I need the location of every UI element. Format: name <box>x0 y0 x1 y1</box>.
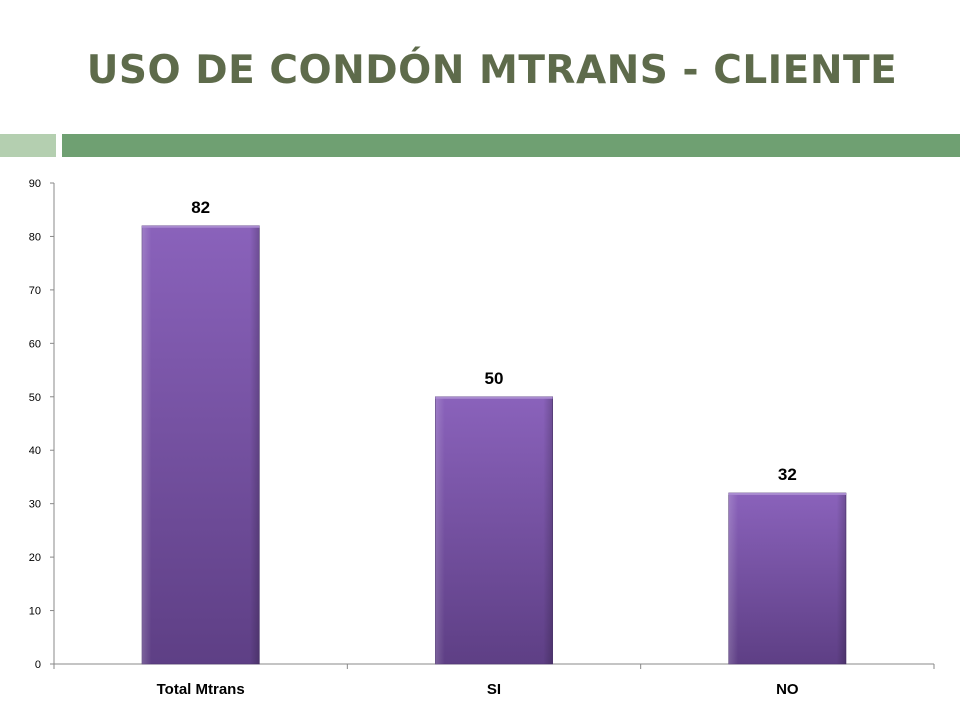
bars <box>141 225 847 665</box>
bar-top-highlight <box>142 225 260 228</box>
data-labels: 82 50 32 <box>191 198 797 484</box>
slide-title: USO DE CONDÓN MTRANS - CLIENTE <box>86 48 898 93</box>
y-tick-label: 30 <box>29 499 41 511</box>
x-category-label: Total Mtrans <box>157 681 245 698</box>
bar-shading <box>435 396 553 664</box>
bar-top-highlight <box>435 396 553 399</box>
y-tick-label: 80 <box>29 231 41 243</box>
y-tick-label: 20 <box>29 552 41 564</box>
bar-shading <box>728 492 846 664</box>
y-tick-label: 40 <box>29 445 41 457</box>
y-axis: 0 10 20 30 40 50 60 70 80 90 <box>29 178 55 671</box>
y-tick-label: 10 <box>29 606 41 618</box>
data-label: 50 <box>485 369 504 388</box>
y-tick-label: 70 <box>29 285 41 297</box>
x-axis: Total Mtrans SI NO <box>53 663 935 698</box>
title-rule-accent <box>0 134 56 157</box>
bar-shading <box>142 225 260 664</box>
data-label: 32 <box>778 465 797 484</box>
bar-top-highlight <box>728 492 846 495</box>
y-tick-label: 0 <box>35 659 41 671</box>
y-tick-label: 50 <box>29 392 41 404</box>
data-label: 82 <box>191 198 210 217</box>
title-rule-bar <box>62 134 960 157</box>
x-category-label: SI <box>487 681 501 698</box>
y-tick-label: 60 <box>29 338 41 350</box>
x-category-label: NO <box>776 681 799 698</box>
y-tick-label: 90 <box>29 178 41 190</box>
